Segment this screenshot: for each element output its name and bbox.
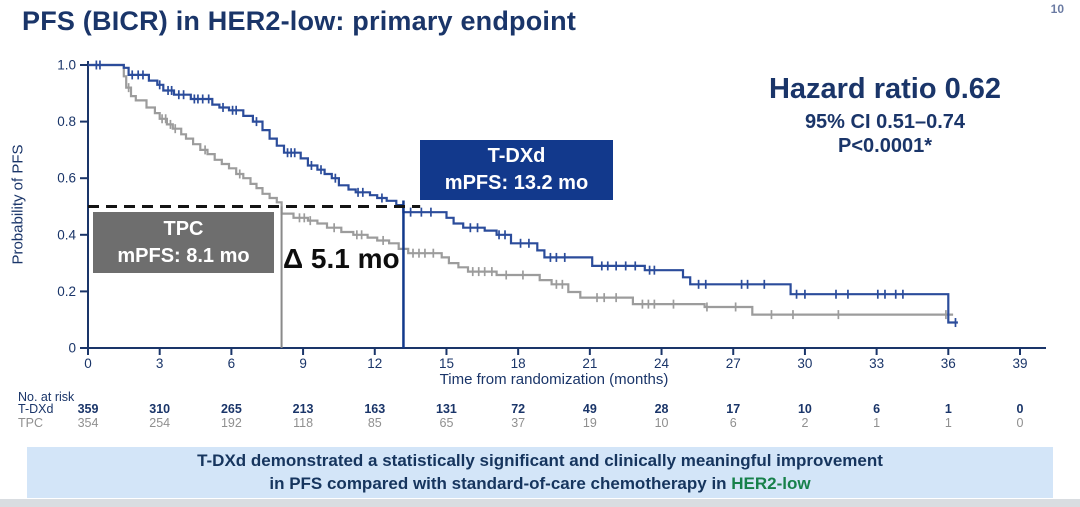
y-tick-label: 0: [68, 341, 76, 356]
risk-value: 19: [582, 416, 597, 430]
tpc-median-callout: TPC mPFS: 8.1 mo: [93, 212, 274, 273]
page-title: PFS (BICR) in HER2-low: primary endpoint: [22, 6, 577, 36]
risk-value: 1: [873, 416, 881, 430]
x-tick-label: 24: [654, 356, 670, 371]
km-chart: 00.20.40.60.81.00 3 6 9 12 15 18 21 24 27 30 33 36 39: [57, 58, 1046, 371]
number-at-risk-table: No. at risk T-DXd 359 310 265 213 163 131 72 49 2…: [18, 390, 1024, 430]
tdxd-median-callout: T-DXd mPFS: 13.2 mo: [420, 140, 613, 200]
x-tick-label: 0: [84, 356, 92, 371]
x-tick-label: 27: [726, 356, 741, 371]
y-tick-label: 0.2: [57, 284, 76, 299]
y-tick-label: 0.4: [57, 227, 76, 242]
conclusion-line2-text: in PFS compared with standard-of-care ch…: [269, 473, 732, 493]
x-tick-label: 18: [511, 356, 526, 371]
risk-value: 359: [77, 402, 99, 416]
x-tick-label: 12: [367, 356, 382, 371]
risk-value: 0: [1016, 416, 1024, 430]
risk-value: 213: [292, 402, 314, 416]
risk-value: 0: [1016, 402, 1024, 416]
risk-value: 37: [511, 416, 526, 430]
risk-value: 254: [149, 416, 171, 430]
risk-value: 85: [367, 416, 382, 430]
risk-value: 1: [944, 402, 952, 416]
risk-value: 192: [220, 416, 242, 430]
risk-value: 310: [149, 402, 171, 416]
risk-value: 6: [729, 416, 737, 430]
x-tick-label: 3: [156, 356, 164, 371]
risk-value: 265: [220, 402, 242, 416]
tpc-callout-arm-name: TPC: [163, 217, 204, 240]
hazard-ratio-value: Hazard ratio 0.62: [768, 73, 1002, 105]
y-tick-label: 0.6: [57, 171, 76, 186]
x-axis-label: Time from randomization (months): [439, 371, 669, 388]
p-value: P<0.0001*: [838, 134, 932, 157]
risk-value: 10: [654, 416, 669, 430]
y-tick-label: 1.0: [57, 58, 76, 73]
risk-value: 49: [582, 402, 597, 416]
slide-page-number: 10: [1050, 2, 1064, 16]
risk-value: 6: [873, 402, 881, 416]
risk-value: 354: [77, 416, 99, 430]
risk-table-title: No. at risk: [18, 390, 75, 404]
tdxd-callout-mpfs: mPFS: 13.2 mo: [444, 172, 589, 194]
x-tick-label: 9: [299, 356, 307, 371]
risk-value: 163: [364, 402, 386, 416]
x-tick-label: 33: [869, 356, 884, 371]
confidence-interval: 95% CI 0.51–0.74: [804, 110, 966, 133]
y-tick-label: 0.8: [57, 114, 76, 129]
x-tick-label: 15: [439, 356, 454, 371]
tpc-callout-mpfs: mPFS: 8.1 mo: [117, 244, 250, 267]
x-tick-label: 39: [1012, 356, 1027, 371]
km-curve-tdxd: [88, 63, 958, 324]
median-difference-label: Δ 5.1 mo: [283, 243, 400, 274]
x-tick-label: 21: [582, 356, 597, 371]
risk-value: 28: [654, 402, 669, 416]
risk-row-label-tdxd: T-DXd: [18, 402, 54, 416]
conclusion-line2: in PFS compared with standard-of-care ch…: [27, 473, 1053, 496]
risk-value: 17: [726, 402, 741, 416]
risk-value: 10: [797, 402, 812, 416]
risk-value: 72: [511, 402, 526, 416]
x-tick-label: 6: [228, 356, 236, 371]
conclusion-line1: T-DXd demonstrated a statistically signi…: [197, 450, 883, 470]
risk-value: 2: [801, 416, 809, 430]
hazard-ratio-block: Hazard ratio 0.62 95% CI 0.51–0.74 P<0.0…: [735, 73, 1035, 158]
risk-row-label-tpc: TPC: [18, 416, 43, 430]
risk-value: 131: [436, 402, 457, 416]
x-tick-label: 36: [941, 356, 956, 371]
x-tick-label: 30: [797, 356, 812, 371]
her2-low-highlight: HER2-low: [731, 473, 811, 493]
conclusion-banner: T-DXd demonstrated a statistically signi…: [27, 447, 1053, 498]
risk-value: 1: [944, 416, 952, 430]
slide-bottom-strip: [0, 499, 1080, 507]
tdxd-callout-arm-name: T-DXd: [487, 145, 546, 167]
risk-value: 118: [293, 416, 314, 430]
risk-value: 65: [439, 416, 454, 430]
